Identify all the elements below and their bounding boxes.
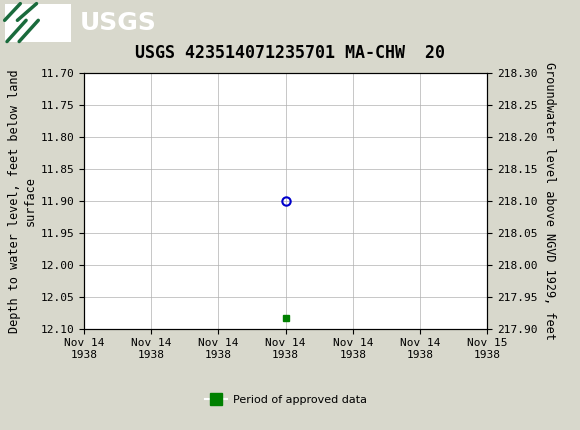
Text: USGS 423514071235701 MA-CHW  20: USGS 423514071235701 MA-CHW 20 [135,44,445,62]
FancyBboxPatch shape [5,3,71,42]
Y-axis label: Depth to water level, feet below land
surface: Depth to water level, feet below land su… [9,69,37,333]
Text: USGS: USGS [80,11,157,34]
Y-axis label: Groundwater level above NGVD 1929, feet: Groundwater level above NGVD 1929, feet [543,62,556,340]
Legend: Period of approved data: Period of approved data [205,395,367,405]
